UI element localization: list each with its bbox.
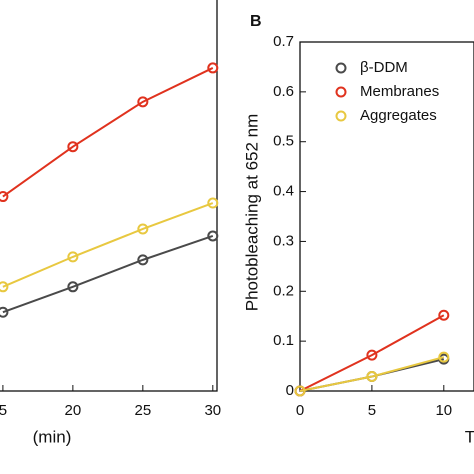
x-tick-label: 10 [435, 402, 452, 419]
x-tick-label: 5 [0, 402, 7, 419]
series-line [2, 234, 214, 314]
x-axis-label: (min) [33, 427, 72, 446]
data-point [207, 197, 219, 209]
y-tick-label: 0.1 [273, 332, 294, 349]
series-line [2, 67, 214, 198]
data-point [438, 351, 450, 363]
data-point [207, 62, 219, 74]
series-line [2, 202, 214, 288]
data-point [0, 281, 9, 293]
plot-frame [299, 41, 474, 392]
series-line [299, 314, 445, 392]
y-tick-label: 0.5 [273, 133, 294, 150]
legend-label: Membranes [360, 83, 439, 100]
data-point [294, 385, 306, 397]
legend-marker [335, 86, 347, 98]
data-point [0, 306, 9, 318]
y-tick-label: 0.6 [273, 83, 294, 100]
y-tick-label: 0.3 [273, 232, 294, 249]
x-tick-label: 30 [204, 402, 221, 419]
y-tick-label: 0.2 [273, 282, 294, 299]
data-point [0, 191, 9, 203]
legend-marker [335, 62, 347, 74]
data-point [438, 309, 450, 321]
plot-frame [0, 0, 218, 392]
series-line [299, 356, 445, 392]
legend-label: β-DDM [360, 59, 408, 76]
data-point [366, 349, 378, 361]
data-point [137, 96, 149, 108]
y-tick-label: 0.7 [273, 33, 294, 50]
x-tick-label: 5 [368, 402, 376, 419]
y-tick-label: 0.4 [273, 183, 294, 200]
legend-label: Aggregates [360, 107, 437, 124]
data-point [67, 141, 79, 153]
x-tick-label: 25 [134, 402, 151, 419]
data-point [366, 371, 378, 383]
x-tick-label: 20 [65, 402, 82, 419]
y-tick-label: 0 [286, 382, 294, 399]
data-point [67, 281, 79, 293]
legend-marker [335, 110, 347, 122]
data-point [137, 254, 149, 266]
y-axis-label: Photobleaching at 652 nm [242, 114, 261, 312]
data-point [137, 223, 149, 235]
data-point [67, 251, 79, 263]
panel-label: B [250, 13, 262, 30]
x-tick-label: 0 [296, 402, 304, 419]
x-axis-label: T [465, 427, 474, 446]
data-point [207, 230, 219, 242]
